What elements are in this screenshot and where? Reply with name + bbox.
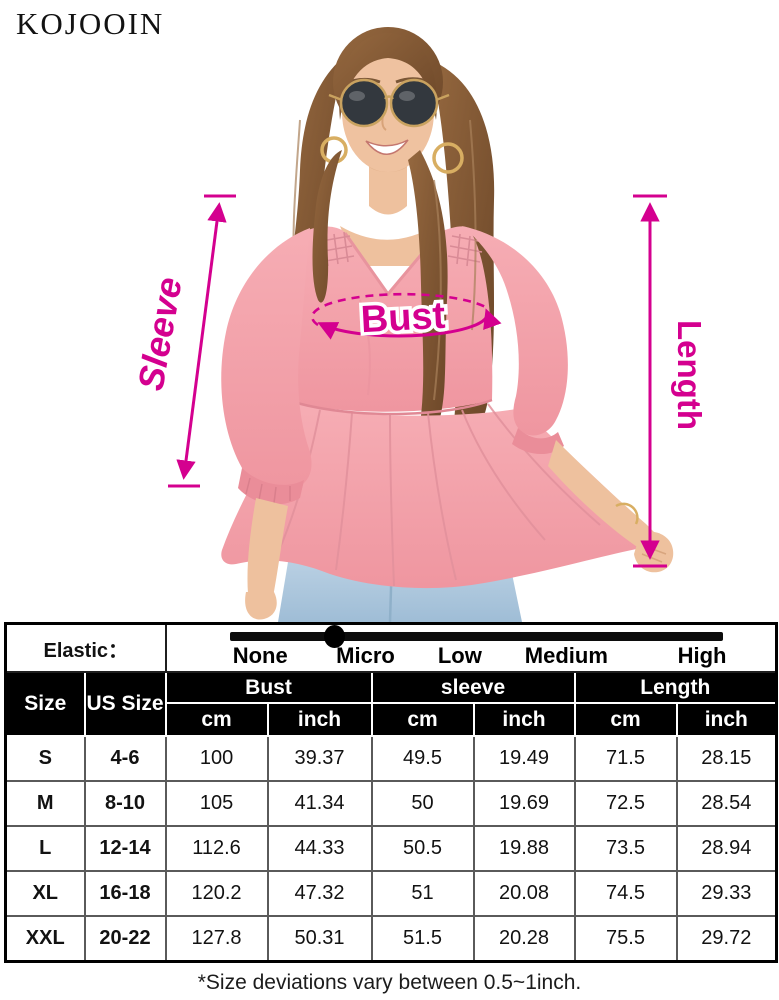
- cell-bust-inch: 41.34: [266, 780, 373, 827]
- waist-seam: [296, 398, 493, 416]
- cell-us: 4-6: [83, 735, 167, 782]
- cell-length-inch: 28.54: [675, 780, 778, 827]
- col-header-length: Length: [573, 671, 778, 704]
- cell-length-inch: 28.94: [675, 825, 778, 872]
- cell-sleeve-inch: 20.28: [472, 915, 576, 963]
- length-label: Length: [671, 320, 708, 430]
- bust-ellipse: [310, 292, 502, 340]
- hair-fringe: [339, 33, 437, 120]
- cell-bust-inch: 47.32: [266, 870, 373, 917]
- bust-label: Bust: [360, 295, 447, 341]
- header-row-groups: Size US Size Bust sleeve Length: [4, 671, 778, 737]
- model-illustration: Sleeve Bust Length: [130, 27, 708, 622]
- unit-sleeve-inch: inch: [472, 702, 576, 737]
- unit-length-cm: cm: [573, 702, 678, 737]
- table-row-xl: XL 16-18 120.2 47.32 51 20.08 74.5 29.33: [4, 870, 778, 917]
- cell-bust-inch: 50.31: [266, 915, 373, 963]
- cell-size: L: [4, 825, 86, 872]
- cell-sleeve-cm: 50: [370, 780, 475, 827]
- right-forearm: [548, 440, 664, 556]
- cell-sleeve-inch: 20.08: [472, 870, 576, 917]
- cell-bust-cm: 127.8: [164, 915, 269, 963]
- cell-sleeve-inch: 19.49: [472, 735, 576, 782]
- cell-sleeve-cm: 50.5: [370, 825, 475, 872]
- hair-front: [292, 119, 477, 435]
- cell-bust-inch: 39.37: [266, 735, 373, 782]
- cell-length-cm: 71.5: [573, 735, 678, 782]
- cell-length-inch: 29.33: [675, 870, 778, 917]
- unit-length-inch: inch: [675, 702, 778, 737]
- cell-length-cm: 73.5: [573, 825, 678, 872]
- cell-us: 8-10: [83, 780, 167, 827]
- elastic-level-none: None: [232, 643, 288, 668]
- col-header-size: Size: [4, 671, 86, 737]
- elastic-slider-bar: [230, 632, 723, 641]
- cell-sleeve-inch: 19.88: [472, 825, 576, 872]
- left-hand: [245, 592, 277, 620]
- cell-sleeve-inch: 19.69: [472, 780, 576, 827]
- table-row-xxl: XXL 20-22 127.8 50.31 51.5 20.28 75.5 29…: [4, 915, 778, 963]
- elastic-level-high: High: [677, 643, 727, 668]
- cell-us: 20-22: [83, 915, 167, 963]
- elastic-scale-cell: None Micro Low Medium High: [164, 622, 778, 673]
- sunglasses-icon: [328, 78, 450, 128]
- cell-length-cm: 72.5: [573, 780, 678, 827]
- size-chart-table: Elastic： None Micro Low Medium High Size…: [4, 622, 779, 963]
- cell-length-inch: 28.15: [675, 735, 778, 782]
- cell-bust-cm: 120.2: [164, 870, 269, 917]
- elastic-level-medium: Medium: [524, 643, 608, 668]
- table-row-l: L 12-14 112.6 44.33 50.5 19.88 73.5 28.9…: [4, 825, 778, 872]
- sleeve-label: Sleeve: [130, 274, 190, 393]
- cell-length-cm: 75.5: [573, 915, 678, 963]
- unit-bust-inch: inch: [266, 702, 373, 737]
- cell-sleeve-cm: 49.5: [370, 735, 475, 782]
- elastic-level-micro: Micro: [336, 643, 395, 668]
- cell-bust-cm: 112.6: [164, 825, 269, 872]
- smile: [365, 139, 409, 155]
- length-arrow: [633, 194, 667, 568]
- unit-bust-cm: cm: [164, 702, 269, 737]
- bracelet: [615, 502, 639, 525]
- brand-logo: KOJOOIN: [16, 6, 165, 41]
- measurement-annotations: Sleeve Bust Length: [130, 194, 708, 568]
- elastic-label: Elastic：: [4, 622, 167, 673]
- model-photo: Sleeve Bust Length: [130, 27, 708, 622]
- cell-size: XL: [4, 870, 86, 917]
- cell-size: M: [4, 780, 86, 827]
- left-forearm: [247, 498, 288, 612]
- unit-sleeve-cm: cm: [370, 702, 475, 737]
- header-row-units: cm inch cm inch cm inch: [6, 702, 778, 737]
- cell-sleeve-cm: 51: [370, 870, 475, 917]
- size-deviation-note: *Size deviations vary between 0.5~1inch.: [197, 971, 582, 994]
- cell-length-cm: 74.5: [573, 870, 678, 917]
- sleeve-arrow: [168, 194, 236, 488]
- cell-us: 12-14: [83, 825, 167, 872]
- cell-bust-cm: 105: [164, 780, 269, 827]
- cell-us: 16-18: [83, 870, 167, 917]
- table-row-m: M 8-10 105 41.34 50 19.69 72.5 28.54: [4, 780, 778, 827]
- elastic-row: Elastic： None Micro Low Medium High: [4, 622, 778, 673]
- col-header-bust: Bust: [164, 671, 373, 704]
- elastic-slider: None Micro Low Medium High: [167, 625, 776, 671]
- cell-bust-inch: 44.33: [266, 825, 373, 872]
- cell-size: S: [4, 735, 86, 782]
- cell-bust-cm: 100: [164, 735, 269, 782]
- cell-length-inch: 29.72: [675, 915, 778, 963]
- left-sleeve: [221, 228, 312, 620]
- col-header-us-size: US Size: [83, 671, 167, 737]
- cell-sleeve-cm: 51.5: [370, 915, 475, 963]
- cell-size: XXL: [4, 915, 86, 963]
- table-row-s: S 4-6 100 39.37 49.5 19.49 71.5 28.15: [4, 735, 778, 782]
- elastic-level-low: Low: [437, 643, 482, 668]
- col-header-sleeve: sleeve: [370, 671, 576, 704]
- elastic-slider-dot: [323, 625, 345, 648]
